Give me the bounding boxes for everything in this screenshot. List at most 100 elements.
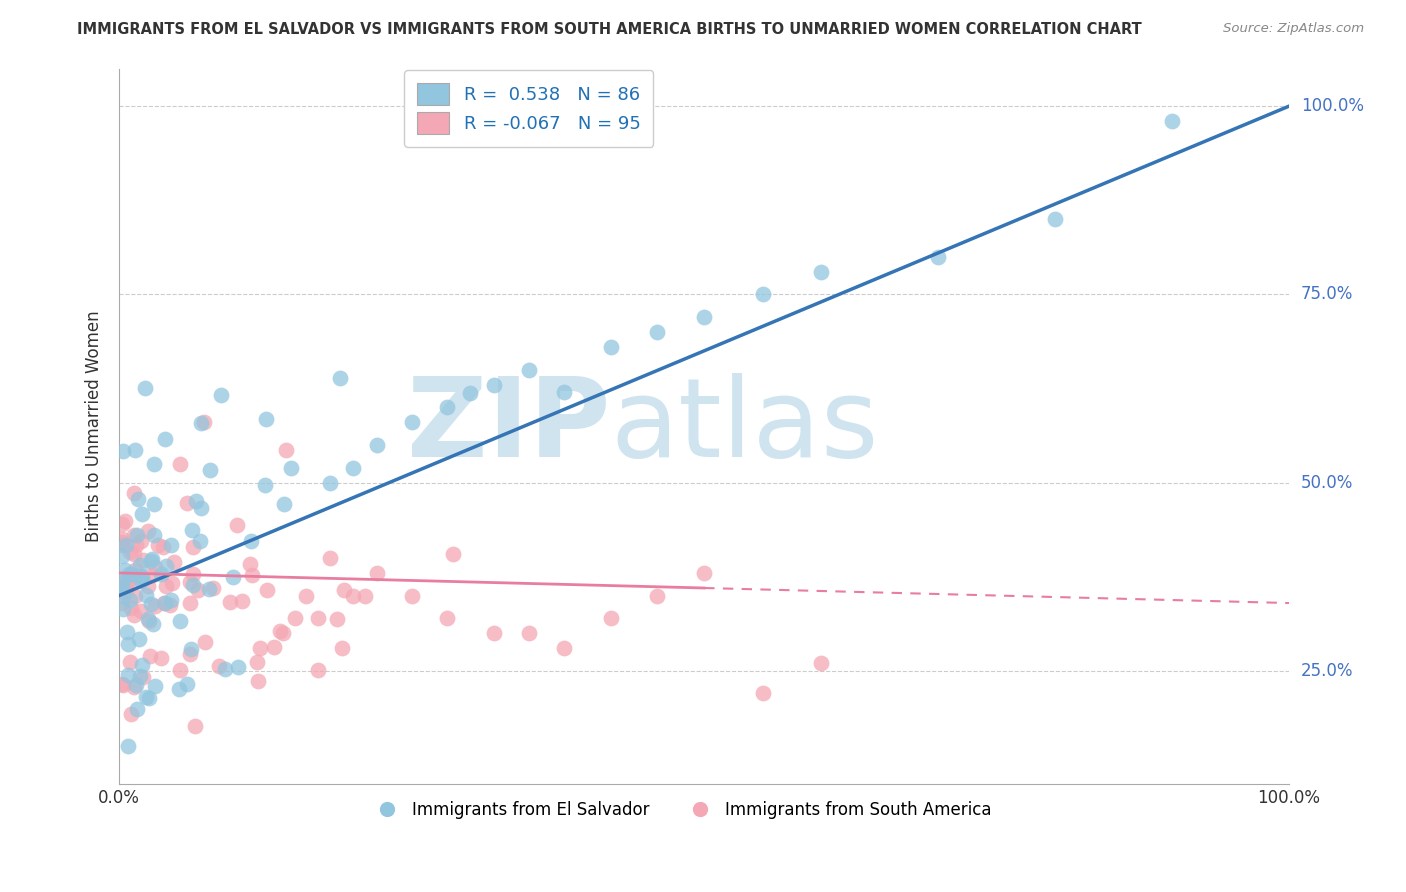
Point — [271, 626, 294, 640]
Point — [120, 567, 142, 582]
Point — [152, 540, 174, 554]
Point — [124, 563, 146, 577]
Point — [214, 662, 236, 676]
Point — [114, 563, 136, 577]
Point — [225, 517, 247, 532]
Point — [136, 579, 159, 593]
Point — [181, 540, 204, 554]
Point — [517, 362, 540, 376]
Point — [141, 568, 163, 582]
Point — [176, 677, 198, 691]
Point — [326, 611, 349, 625]
Point — [138, 691, 160, 706]
Point — [184, 494, 207, 508]
Point — [142, 497, 165, 511]
Point — [120, 707, 142, 722]
Point — [256, 583, 278, 598]
Point — [319, 550, 342, 565]
Point — [146, 538, 169, 552]
Point — [179, 595, 201, 609]
Text: 50.0%: 50.0% — [1301, 474, 1353, 491]
Point — [249, 641, 271, 656]
Point — [122, 680, 145, 694]
Point — [117, 637, 139, 651]
Text: 25.0%: 25.0% — [1301, 662, 1353, 680]
Point — [112, 601, 135, 615]
Point — [180, 641, 202, 656]
Point — [366, 566, 388, 580]
Point — [110, 532, 132, 546]
Point — [181, 577, 204, 591]
Point — [169, 663, 191, 677]
Point — [118, 567, 141, 582]
Text: 100.0%: 100.0% — [1301, 97, 1364, 115]
Point — [163, 555, 186, 569]
Point — [647, 589, 669, 603]
Point — [111, 589, 134, 603]
Point — [125, 528, 148, 542]
Point — [599, 340, 621, 354]
Point — [751, 287, 773, 301]
Point — [208, 658, 231, 673]
Point — [120, 600, 142, 615]
Point — [132, 670, 155, 684]
Point — [136, 524, 159, 538]
Point — [354, 589, 377, 603]
Point — [181, 566, 204, 581]
Point — [131, 507, 153, 521]
Point — [110, 677, 132, 691]
Point — [319, 475, 342, 490]
Text: 75.0%: 75.0% — [1301, 285, 1353, 303]
Point — [401, 589, 423, 603]
Point — [114, 577, 136, 591]
Point — [117, 625, 139, 640]
Point — [159, 599, 181, 613]
Text: atlas: atlas — [610, 373, 879, 480]
Point — [194, 635, 217, 649]
Point — [190, 416, 212, 430]
Legend: Immigrants from El Salvador, Immigrants from South America: Immigrants from El Salvador, Immigrants … — [364, 794, 998, 825]
Point — [122, 486, 145, 500]
Point — [110, 517, 132, 532]
Point — [110, 538, 132, 552]
Point — [810, 265, 832, 279]
Point — [127, 491, 149, 506]
Point — [198, 463, 221, 477]
Point — [751, 686, 773, 700]
Point — [160, 538, 183, 552]
Point — [122, 528, 145, 542]
Point — [125, 678, 148, 692]
Point — [117, 668, 139, 682]
Point — [128, 558, 150, 572]
Point — [246, 655, 269, 669]
Point — [112, 443, 135, 458]
Point — [129, 604, 152, 618]
Point — [134, 381, 156, 395]
Point — [153, 596, 176, 610]
Point — [124, 442, 146, 457]
Point — [155, 579, 177, 593]
Point — [231, 594, 253, 608]
Point — [120, 572, 142, 586]
Point — [145, 559, 167, 574]
Point — [169, 615, 191, 629]
Point — [693, 566, 716, 580]
Point — [139, 648, 162, 663]
Point — [239, 558, 262, 572]
Point — [193, 415, 215, 429]
Point — [1043, 212, 1066, 227]
Point — [125, 570, 148, 584]
Point — [333, 582, 356, 597]
Point — [254, 412, 277, 426]
Point — [253, 478, 276, 492]
Point — [124, 547, 146, 561]
Point — [330, 641, 353, 656]
Point — [179, 575, 201, 590]
Point — [128, 669, 150, 683]
Point — [129, 569, 152, 583]
Point — [342, 460, 364, 475]
Point — [197, 582, 219, 596]
Point — [124, 590, 146, 604]
Point — [188, 533, 211, 548]
Point — [111, 549, 134, 564]
